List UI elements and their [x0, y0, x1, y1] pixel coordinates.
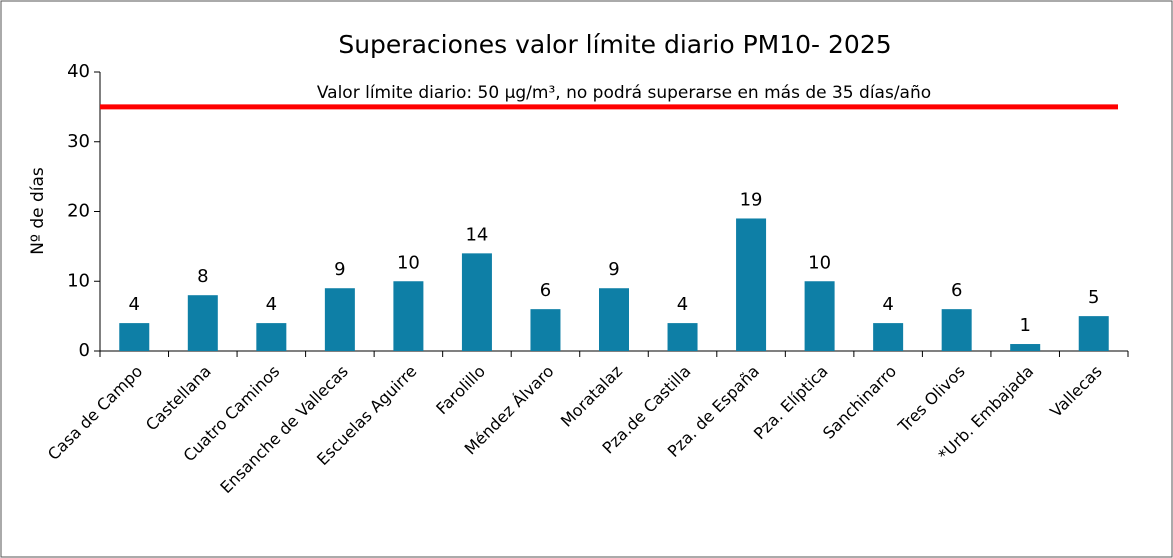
bar	[804, 281, 835, 351]
data-label: 4	[129, 294, 140, 315]
y-tick-label: 10	[67, 270, 90, 291]
data-label: 10	[808, 252, 831, 273]
bar	[1010, 344, 1041, 351]
data-label: 6	[951, 280, 962, 301]
bar	[119, 323, 150, 351]
bar	[941, 309, 972, 351]
bar	[599, 288, 629, 351]
y-tick-label: 30	[67, 131, 90, 152]
y-tick-label: 40	[67, 61, 90, 82]
data-label: 10	[397, 252, 420, 273]
data-label: 9	[334, 259, 345, 280]
y-tick-label: 20	[67, 201, 90, 222]
data-label: 4	[882, 294, 893, 315]
bar	[530, 309, 561, 351]
data-label: 14	[465, 224, 488, 245]
data-label: 19	[740, 189, 763, 210]
data-label: 9	[608, 259, 619, 280]
reference-label: Valor límite diario: 50 µg/m³, no podrá …	[317, 83, 931, 103]
data-label: 5	[1088, 287, 1099, 308]
data-label: 6	[540, 280, 551, 301]
chart-title: Superaciones valor límite diario PM10- 2…	[338, 30, 891, 59]
bar	[873, 323, 904, 351]
bar	[667, 323, 698, 351]
bar	[393, 281, 424, 351]
data-label: 1	[1019, 315, 1030, 336]
bar	[461, 253, 492, 351]
y-axis-label: Nº de días	[28, 167, 48, 255]
y-tick-label: 0	[79, 340, 90, 361]
bar	[256, 323, 287, 351]
data-label: 4	[677, 294, 688, 315]
bar	[187, 295, 218, 351]
data-label: 4	[266, 294, 277, 315]
bar	[1078, 316, 1109, 351]
bar	[736, 218, 767, 351]
bar	[324, 288, 355, 351]
data-label: 8	[197, 266, 208, 287]
